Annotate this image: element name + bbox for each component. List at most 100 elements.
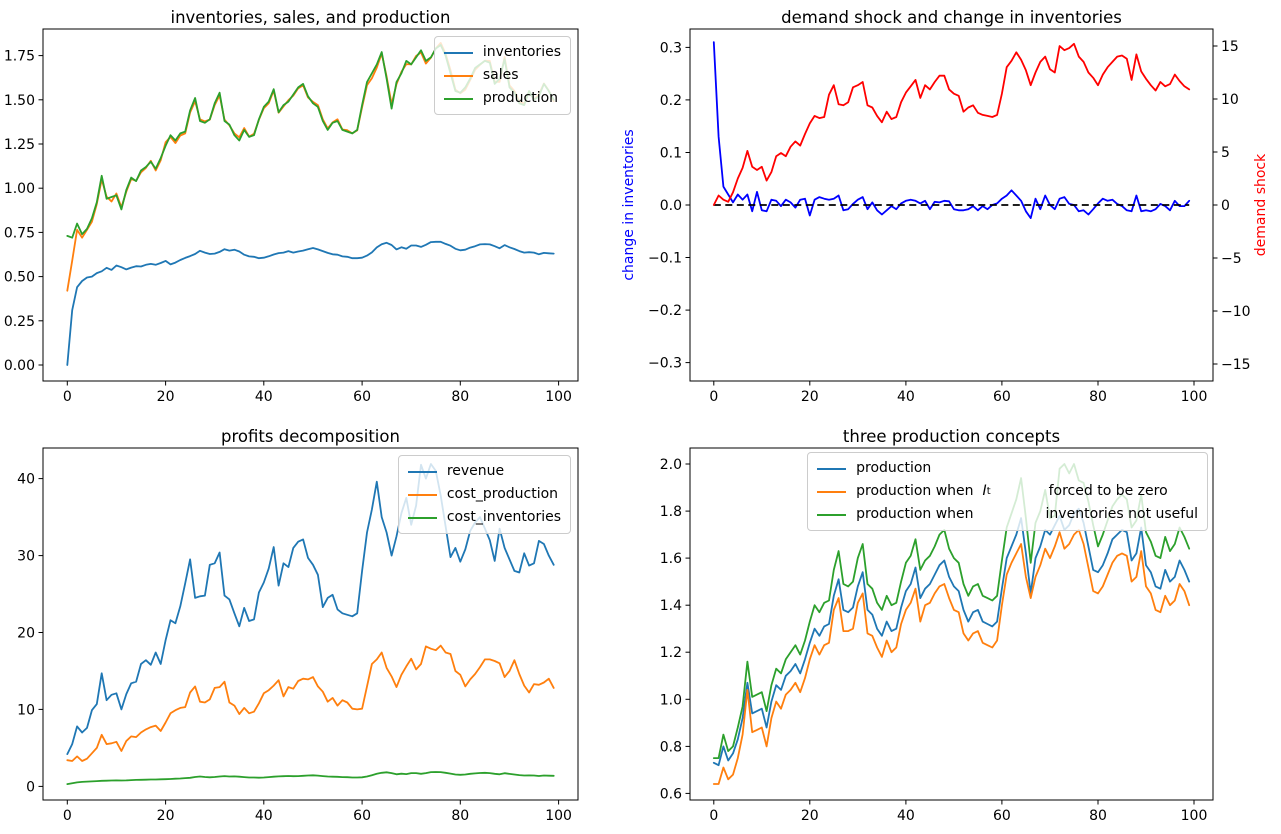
y-tick-label: 0.75 [4, 225, 35, 241]
legend-item-production: production [443, 89, 561, 108]
right-y-tick-label: 15 [1221, 39, 1239, 55]
legend-label: cost_production [446, 486, 559, 502]
x-tick-label: 100 [545, 389, 572, 405]
y-tick-label: 1.2 [660, 645, 682, 661]
x-tick-label: 20 [801, 389, 819, 405]
x-tick-label: 0 [63, 389, 72, 405]
y-tick-label: 40 [17, 472, 35, 488]
legend-line-swatch [443, 97, 473, 100]
y-tick-label: 1.25 [4, 137, 35, 153]
x-tick-label: 0 [709, 808, 718, 824]
x-tick-label: 80 [451, 389, 469, 405]
legend-label: inventories [482, 44, 561, 60]
legend-line-swatch [407, 516, 437, 519]
y-tick-label: 1.6 [660, 551, 682, 567]
legend-label-subscript: t [986, 486, 991, 497]
legend-label: production when [856, 506, 974, 522]
axes-spines [689, 28, 1214, 382]
legend-item-inventories: inventories [443, 43, 561, 62]
series-line-cost-inventories [66, 771, 555, 785]
legend-label: I [982, 483, 987, 499]
legend-line-swatch [407, 493, 437, 496]
x-tick-label: 40 [897, 808, 915, 824]
legend-label: cost_inventories [446, 509, 561, 525]
y-tick-label: −0.3 [648, 356, 682, 372]
legend-item-cost-inventories: cost_inventories [407, 508, 561, 527]
x-tick-label: 60 [353, 389, 371, 405]
legend-line-swatch [407, 470, 437, 473]
x-tick-label: 20 [157, 808, 175, 824]
y-tick-label: 20 [17, 626, 35, 642]
legend-line-swatch [817, 490, 847, 493]
legend-label: forced to be zero [1048, 483, 1168, 499]
x-tick-label: 60 [993, 808, 1011, 824]
legend-label: revenue [446, 463, 505, 479]
right-y-tick-label: −15 [1221, 357, 1251, 373]
x-tick-label: 60 [993, 389, 1011, 405]
right-y-tick-label: 10 [1221, 92, 1239, 108]
y-tick-label: 0.6 [660, 786, 682, 802]
y-tick-label: 1.50 [4, 93, 35, 109]
x-tick-label: 100 [545, 808, 572, 824]
right-y-tick-label: −10 [1221, 304, 1251, 320]
series-line-change-in-inventories [712, 41, 1191, 220]
x-tick-label: 40 [255, 808, 273, 824]
y-tick-label: 1.75 [4, 49, 35, 65]
right-y-tick-label: 5 [1221, 145, 1230, 161]
x-tick-label: 80 [451, 808, 469, 824]
x-tick-label: 80 [1089, 389, 1107, 405]
legend-label: production when [856, 483, 974, 499]
legend-line-swatch [443, 51, 473, 54]
x-tick-label: 60 [353, 808, 371, 824]
y-tick-label: 0.3 [660, 40, 682, 56]
legend-label: production [856, 460, 932, 476]
x-tick-label: 40 [897, 389, 915, 405]
legend-item-cost-production: cost_production [407, 485, 561, 504]
y-tick-label: 0 [26, 779, 35, 795]
legend-item-production-when-inventories-not-useful: production when inventories not useful [817, 505, 1198, 524]
y-tick-label: 0.25 [4, 314, 35, 330]
legend: revenue cost_production cost_inventories [397, 455, 571, 534]
series-line-cost-production [66, 644, 555, 762]
y-tick-label: 30 [17, 549, 35, 565]
y-tick-label: 0.1 [660, 146, 682, 162]
y-tick-label: 0.50 [4, 270, 35, 286]
legend-label: inventories not useful [1045, 506, 1198, 522]
x-tick-label: 40 [255, 389, 273, 405]
legend-item-sales: sales [443, 66, 561, 85]
y-tick-label: 1.4 [660, 598, 682, 614]
legend-label: sales [482, 67, 519, 83]
y-tick-label: 0.2 [660, 93, 682, 109]
y-tick-label: 1.0 [660, 692, 682, 708]
y-tick-label: −0.2 [648, 303, 682, 319]
y-tick-label: 1.00 [4, 181, 35, 197]
y-tick-label: −0.1 [648, 251, 682, 267]
x-tick-label: 20 [801, 808, 819, 824]
x-tick-label: 0 [63, 808, 72, 824]
legend-item-production: production [817, 459, 1198, 478]
y-tick-label: 0.8 [660, 739, 682, 755]
y-tick-label: 0.0 [660, 198, 682, 214]
legend-item-revenue: revenue [407, 462, 561, 481]
legend-line-swatch [817, 513, 847, 516]
x-tick-label: 100 [1181, 389, 1208, 405]
chart-title-profits-decomposition: profits decomposition [221, 427, 400, 446]
chart-title-inventories-sales-production: inventories, sales, and production [170, 8, 451, 27]
series-line-production [712, 507, 1191, 767]
x-tick-label: 20 [157, 389, 175, 405]
y-tick-label: 2.0 [660, 457, 682, 473]
legend-line-swatch [817, 467, 847, 470]
legend-label-gap [991, 491, 1049, 492]
legend-label: production [482, 90, 559, 106]
right-y-tick-label: −5 [1221, 251, 1242, 267]
y-tick-label: 10 [17, 702, 35, 718]
series-line-inventories [66, 240, 555, 366]
ylabel-demand-shock: demand shock [1253, 153, 1269, 257]
chart-title-three-production-concepts: three production concepts [842, 427, 1061, 446]
